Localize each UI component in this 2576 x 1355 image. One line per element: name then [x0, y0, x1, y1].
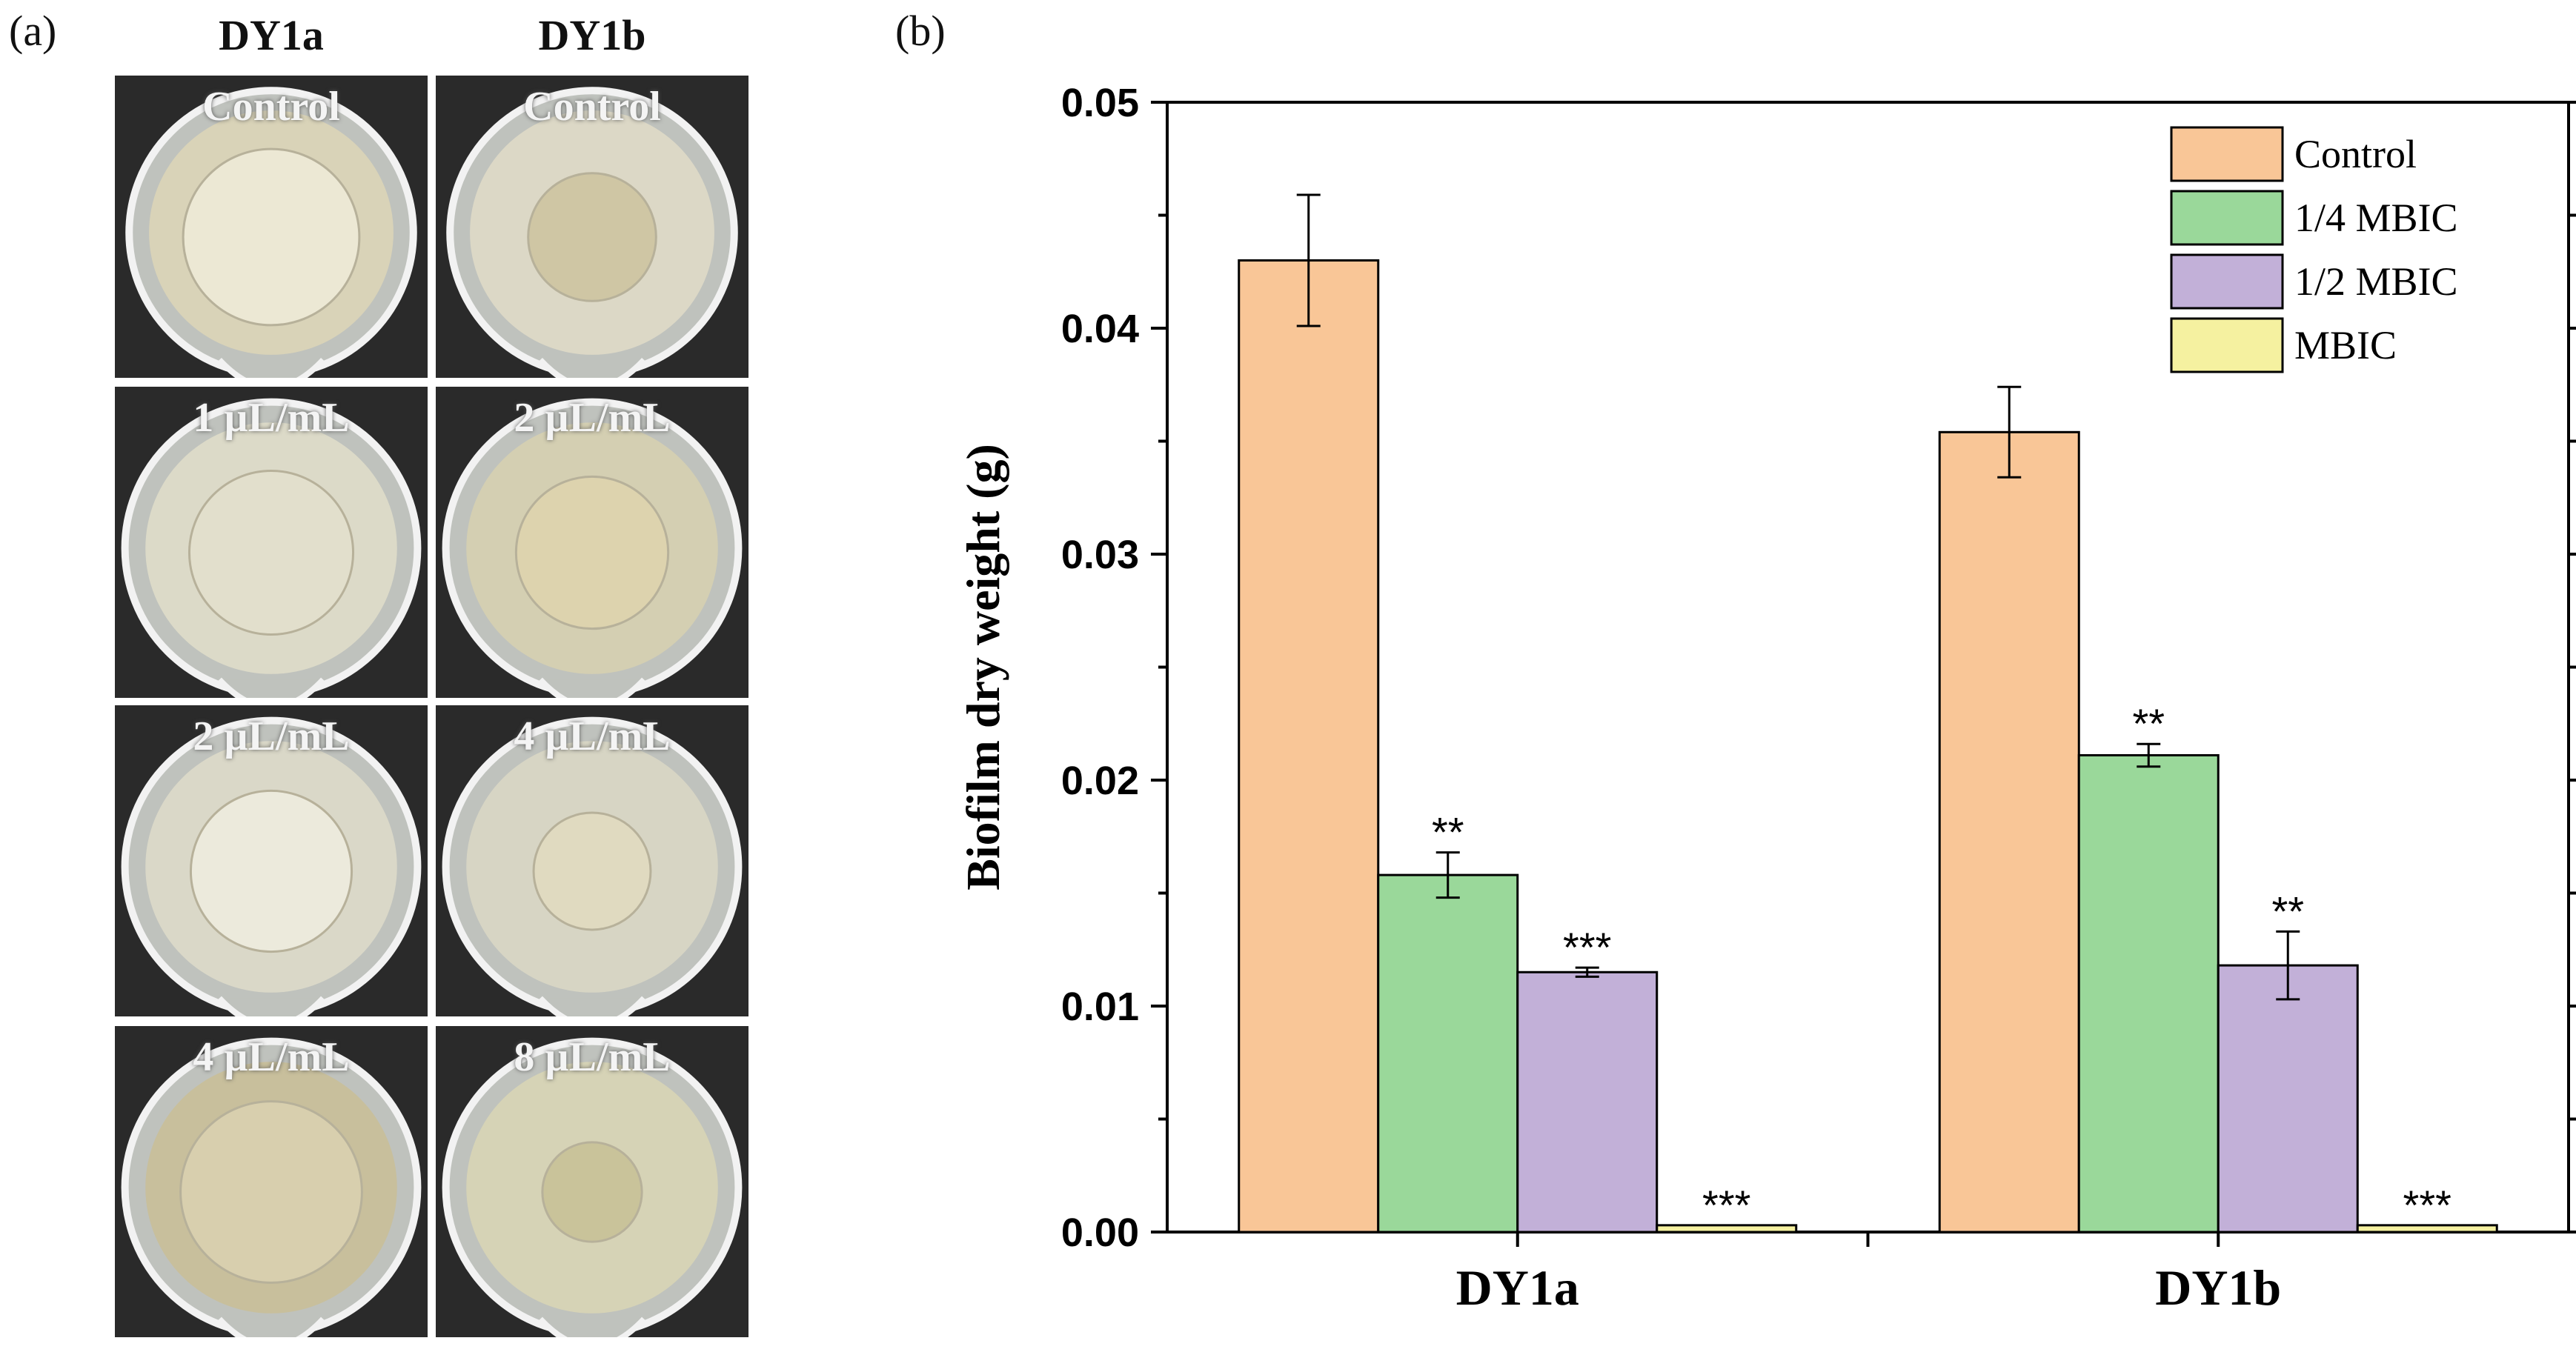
bar: [1938, 430, 2080, 1234]
dish-spout: [538, 358, 646, 378]
biofilm-region: [527, 172, 657, 302]
bar: [1377, 873, 1519, 1234]
column-header-dy1a: DY1a: [219, 11, 324, 59]
legend-swatch: [2170, 317, 2284, 373]
legend-label: 1/2 MBIC: [2294, 259, 2458, 304]
significance-label: **: [1432, 809, 1464, 856]
significance-label: ***: [1563, 924, 1611, 971]
dish-photo: 2 µL/mL: [115, 705, 428, 1016]
legend-label: Control: [2294, 132, 2417, 176]
significance-label: **: [2132, 700, 2165, 747]
dish-caption: Control: [523, 84, 661, 130]
legend-swatch: [2170, 126, 2284, 182]
y-tick-label: 0.01: [1061, 985, 1139, 1029]
bar: [2077, 753, 2220, 1234]
biofilm-region: [187, 469, 355, 636]
bar: [2356, 1224, 2498, 1234]
dish-caption: 2 µL/mL: [193, 713, 350, 759]
dish-photo: 8 µL/mL: [436, 1026, 748, 1337]
y-tick-label: 0.03: [1061, 533, 1139, 577]
legend-label: MBIC: [2294, 323, 2397, 367]
y-axis-label: Biofilm dry weight (g): [957, 444, 1009, 890]
bar-chart: 0.00 0.01 0.02 0.03 0.04 0.05 Biofilm dry weig…: [957, 81, 2576, 1316]
dish-photo: Control: [115, 76, 428, 378]
x-tick-label: DY1a: [1456, 1259, 1579, 1316]
dish-spout: [538, 1316, 646, 1337]
dish-spout: [217, 677, 325, 698]
y-tick-label: 0.02: [1061, 759, 1139, 803]
column-header-dy1b: DY1b: [538, 11, 646, 59]
biofilm-region: [541, 1141, 643, 1243]
bar: [1516, 971, 1659, 1234]
legend-swatch: [2170, 190, 2284, 246]
bar: [1656, 1224, 1798, 1234]
legend-swatch: [2170, 253, 2284, 310]
bar: [2217, 964, 2359, 1234]
significance-label: ***: [1702, 1182, 1750, 1228]
bar: [1238, 259, 1380, 1234]
dish-photo: 4 µL/mL: [115, 1026, 428, 1337]
dish-spout: [538, 996, 646, 1016]
dish-caption: 4 µL/mL: [193, 1034, 350, 1080]
y-tick-label: 0.00: [1061, 1211, 1139, 1255]
significance-label: ***: [2403, 1182, 2451, 1228]
biofilm-region: [189, 789, 353, 953]
significance-label: **: [2271, 888, 2304, 934]
dish-photo: 2 µL/mL: [436, 387, 748, 698]
dish-caption: Control: [202, 84, 340, 130]
biofilm-region: [532, 811, 652, 931]
legend-label: 1/4 MBIC: [2294, 196, 2458, 240]
biofilm-region: [179, 1100, 363, 1284]
dish-spout: [217, 358, 325, 378]
dish-spout: [217, 1316, 325, 1337]
x-tick-label: DY1b: [2155, 1259, 2281, 1316]
dish-photo: 4 µL/mL: [436, 705, 748, 1016]
panel-b-label: (b): [895, 7, 946, 55]
dish-spout: [217, 996, 325, 1016]
panel-a-label: (a): [9, 7, 57, 55]
dish-caption: 1 µL/mL: [193, 395, 350, 441]
y-tick-label: 0.05: [1061, 81, 1139, 125]
y-tick-label: 0.04: [1061, 307, 1139, 351]
biofilm-region: [182, 147, 361, 327]
dish-caption: 8 µL/mL: [514, 1034, 671, 1080]
biofilm-region: [514, 475, 670, 630]
dish-caption: 4 µL/mL: [514, 713, 671, 759]
dish-caption: 2 µL/mL: [514, 395, 671, 441]
dish-photo: 1 µL/mL: [115, 387, 428, 698]
dish-photo: Control: [436, 76, 748, 378]
dish-spout: [538, 677, 646, 698]
